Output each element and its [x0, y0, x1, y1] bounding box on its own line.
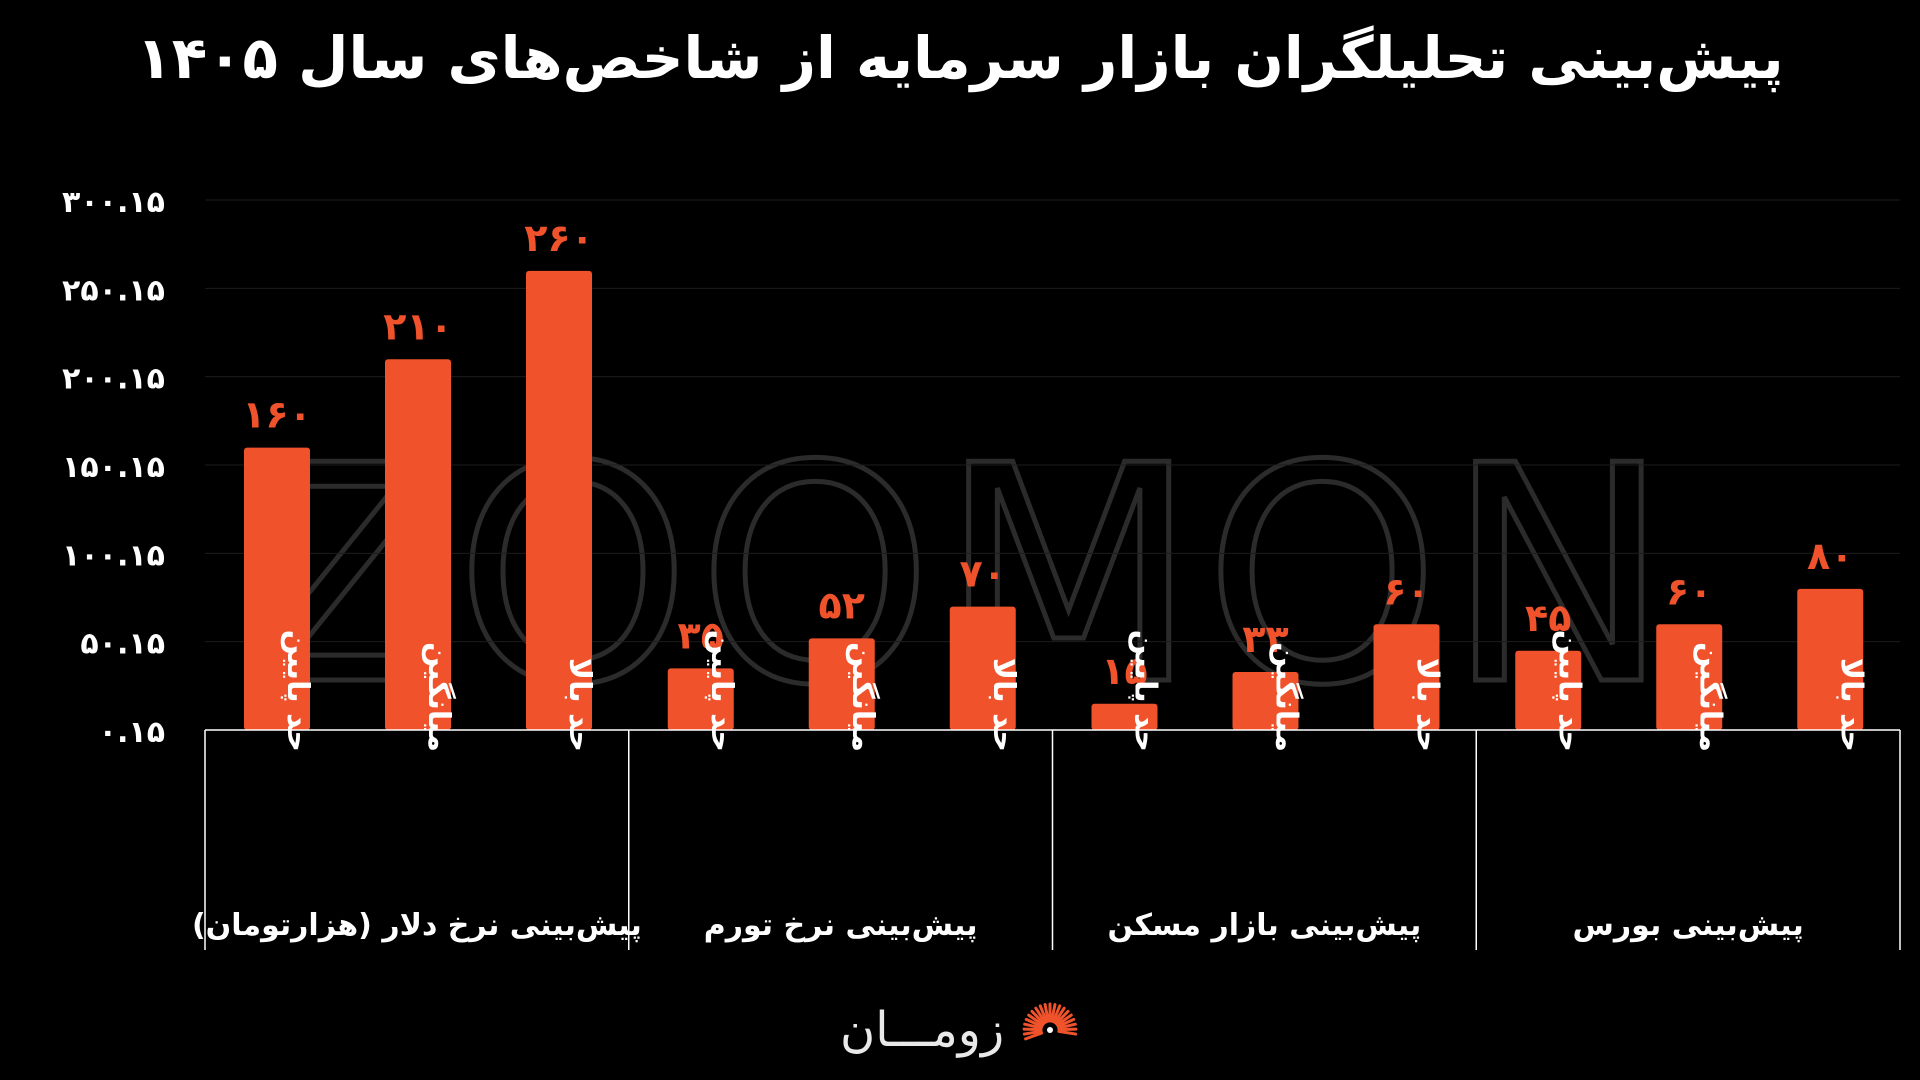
bar-value-label: ۶۰ — [1383, 569, 1429, 613]
category-tick-label: حد پایین — [1551, 630, 1586, 752]
bar-value-label: ۴۵ — [1525, 596, 1571, 640]
bar-value-labels: ۱۶۰ ۲۱۰ ۲۶۰ ۳۵ ۵۲ ۷۰ ۱۵ ۳۳ ۶۰ ۴۵ ۶۰ ۸۰ — [242, 216, 1853, 693]
bar — [1232, 671, 1299, 730]
group-label: پیش‌بینی بازار مسکن — [1107, 908, 1421, 943]
bar-value-label: ۵۲ — [819, 583, 865, 627]
group-label: پیش‌بینی بورس — [1573, 908, 1804, 943]
bar — [1656, 624, 1723, 730]
y-tick-label: ۰.۱۵ — [99, 715, 165, 750]
category-tick-label: حد بالا — [1833, 658, 1868, 752]
category-tick-label: میانگین — [845, 642, 881, 752]
y-tick-label: ۲۵۰.۱۵ — [62, 273, 165, 308]
y-tick-label: ۳۰۰.۱۵ — [62, 185, 165, 220]
brand-name: زومـــان — [840, 1002, 1005, 1058]
chart-title: پیش‌بینی تحلیلگران بازار سرمایه از شاخص‌… — [136, 24, 1784, 92]
category-tick-label: حد بالا — [562, 658, 597, 752]
brand-footer: زومـــان — [840, 995, 1082, 1065]
bar-value-label: ۶۰ — [1666, 569, 1712, 613]
y-tick-label: ۲۰۰.۱۵ — [62, 362, 165, 397]
bar-chart: ZOOMON ۰.۱۵۵۰.۱۵۱۰۰.۱۵۱۵۰.۱۵۲۰۰.۱۵۲۵۰.۱۵… — [62, 185, 1901, 950]
bar-value-label: ۱۵ — [1101, 649, 1147, 693]
bar — [808, 638, 875, 730]
sunburst-logo-icon — [1022, 1002, 1078, 1041]
x-axis: حد پایین میانگین حد بالا پیش‌بینی نرخ دلار … — [192, 630, 1901, 950]
category-tick-label: میانگین — [1269, 642, 1305, 752]
category-tick-label: حد پایین — [704, 630, 739, 752]
gridlines — [205, 199, 1900, 643]
bars — [244, 270, 1864, 730]
bar — [244, 447, 310, 730]
category-tick-label: میانگین — [1692, 642, 1728, 752]
y-tick-label: ۱۵۰.۱۵ — [62, 450, 165, 485]
group-label: پیش‌بینی نرخ دلار (هزارتومان) — [192, 908, 642, 943]
bar-value-label: ۸۰ — [1807, 534, 1853, 578]
category-tick-label: حد بالا — [1410, 658, 1445, 752]
bar — [1091, 703, 1158, 730]
bar — [385, 359, 451, 730]
bar-value-label: ۳۳ — [1242, 617, 1288, 661]
bar-value-label: ۲۱۰ — [383, 304, 453, 348]
y-tick-label: ۵۰.۱۵ — [80, 627, 165, 662]
y-axis-ticks: ۰.۱۵ ۵۰.۱۵ ۱۰۰.۱۵ ۱۵۰.۱۵ ۲۰۰.۱۵ ۲۵۰.۱۵ ۳۰۰.۱۵ — [62, 185, 165, 750]
bar-value-label: ۳۵ — [678, 613, 724, 657]
bar — [949, 606, 1016, 730]
y-tick-label: ۱۰۰.۱۵ — [62, 538, 165, 573]
bar-value-label: ۱۶۰ — [242, 393, 312, 437]
bar-value-label: ۲۶۰ — [524, 216, 594, 260]
category-tick-label: حد پایین — [1128, 630, 1163, 752]
bar — [1373, 624, 1440, 730]
bar — [526, 270, 592, 730]
bar — [1797, 588, 1864, 730]
category-tick-label: حد بالا — [986, 658, 1021, 752]
category-tick-label: حد پایین — [280, 630, 315, 752]
bar — [1515, 650, 1582, 730]
bar — [667, 668, 734, 730]
bar-value-label: ۷۰ — [960, 552, 1006, 596]
category-tick-label: میانگین — [421, 642, 457, 752]
group-label: پیش‌بینی نرخ تورم — [704, 908, 978, 943]
